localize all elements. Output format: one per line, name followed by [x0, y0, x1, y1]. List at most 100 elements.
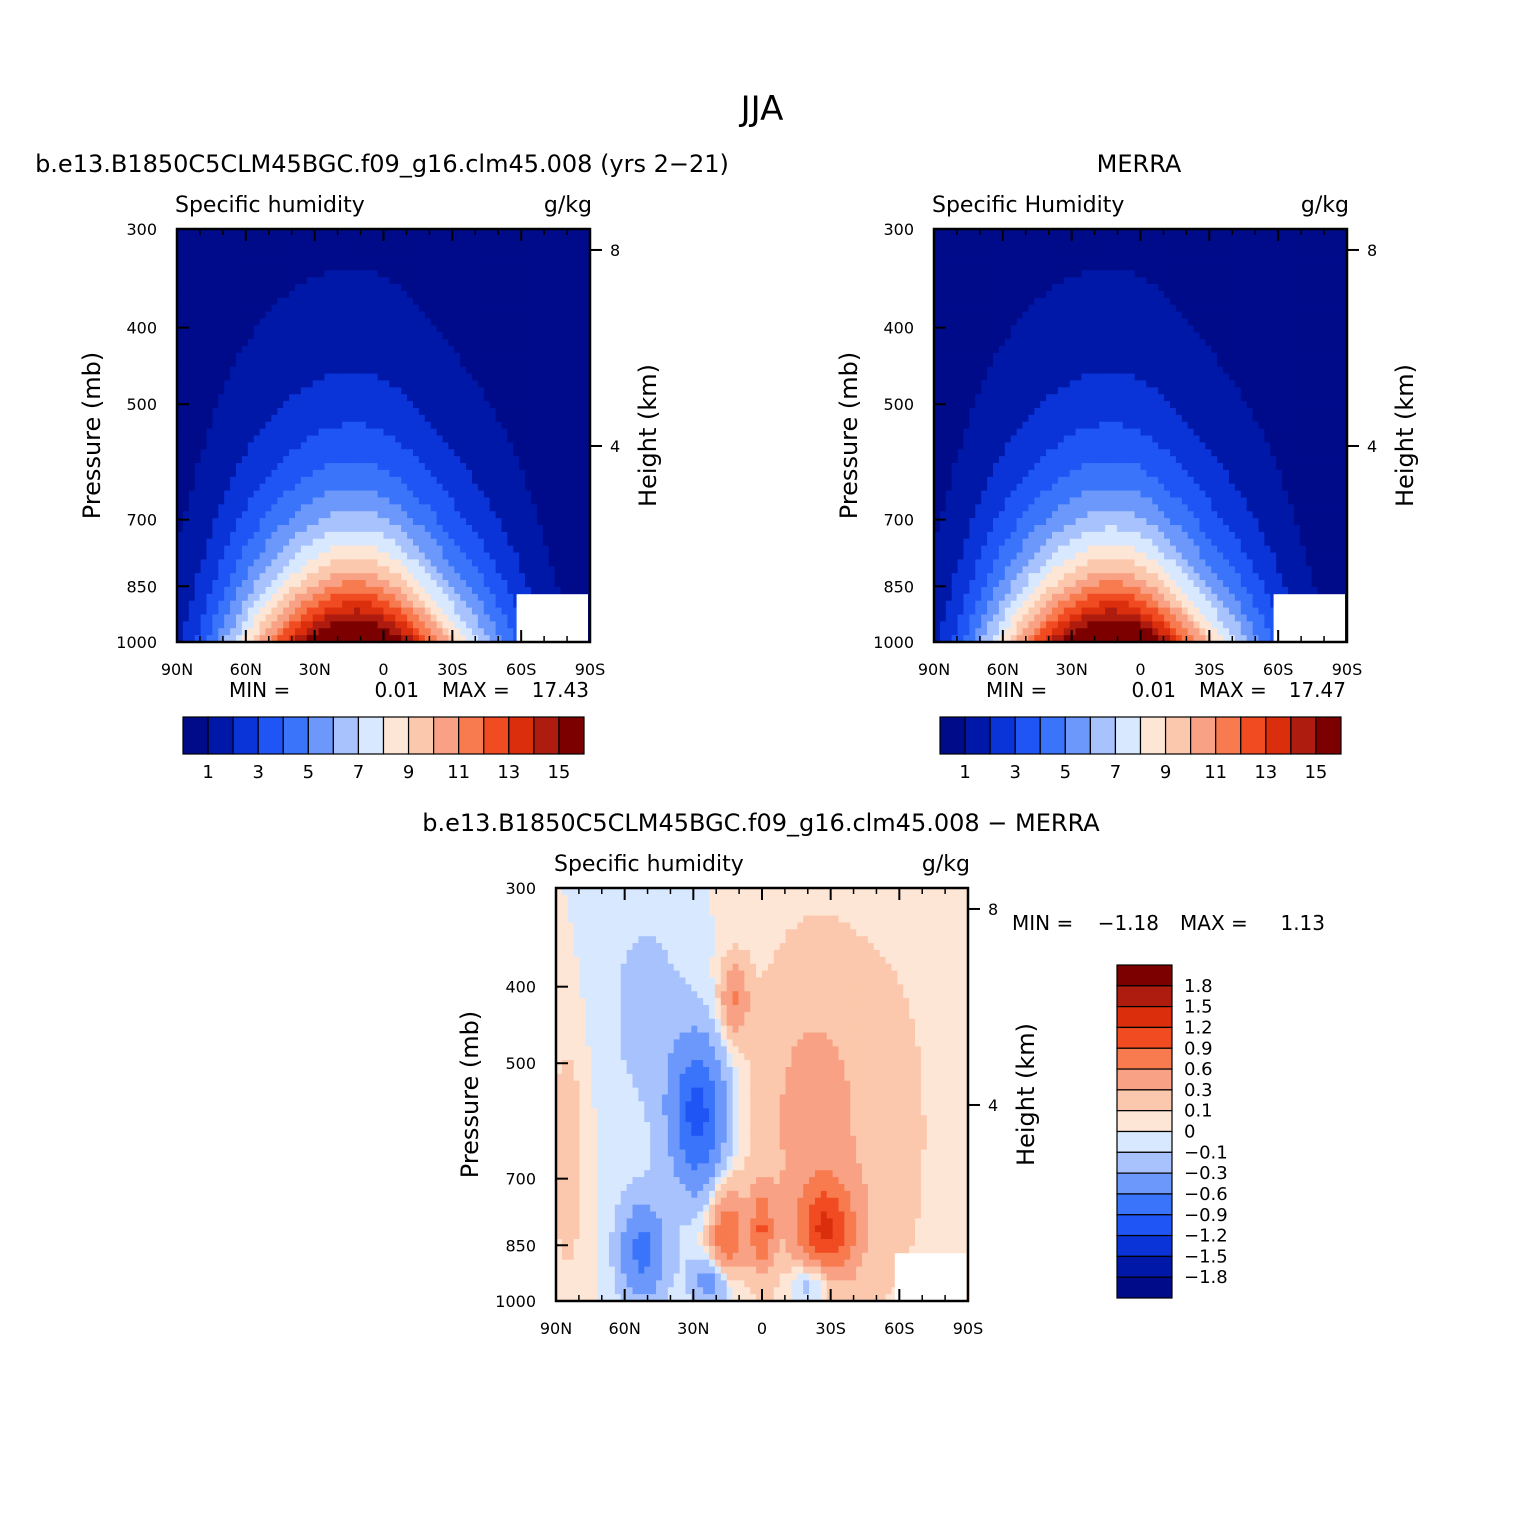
field-cell — [466, 552, 473, 560]
field-cell — [483, 628, 491, 636]
field-cell — [188, 304, 196, 313]
field-cell — [283, 249, 290, 258]
field-cell — [548, 297, 556, 306]
field-cell — [489, 545, 497, 554]
field-cell — [993, 628, 1000, 636]
field-cell — [531, 545, 538, 554]
field-cell — [542, 270, 550, 278]
field-cell — [987, 346, 994, 354]
field-cell — [277, 566, 284, 574]
field-cell — [957, 614, 965, 622]
field-cell — [324, 600, 331, 609]
field-cell — [483, 256, 491, 265]
field-cell — [418, 635, 426, 643]
field-cell — [312, 373, 320, 382]
field-cell — [477, 229, 485, 237]
x-tick-label: 90S — [575, 660, 606, 679]
y-tick-label: 300 — [126, 220, 157, 239]
field-cell — [963, 373, 970, 382]
field-cell — [454, 359, 461, 368]
field-cell — [951, 504, 959, 512]
colorbar-box — [332, 716, 360, 755]
field-cell — [188, 490, 196, 499]
field-cell — [578, 511, 585, 519]
field-cell — [354, 394, 361, 402]
field-cell — [963, 366, 970, 375]
field-cell — [289, 566, 296, 574]
field-cell — [436, 359, 444, 368]
field-cell — [424, 531, 432, 540]
field-cell — [407, 538, 414, 547]
field-cell — [389, 490, 396, 499]
field-cell — [265, 339, 272, 347]
field-cell — [477, 483, 485, 492]
field-cell — [194, 435, 202, 443]
field-cell — [957, 435, 965, 443]
field-cell — [472, 580, 479, 588]
field-cell — [194, 256, 202, 265]
field-cell — [987, 456, 994, 464]
field-cell — [342, 483, 349, 492]
field-cell — [495, 476, 503, 485]
field-cell — [489, 297, 497, 306]
field-cell — [483, 518, 491, 526]
field-cell — [194, 497, 202, 505]
field-cell — [993, 359, 1000, 368]
field-cell — [442, 325, 449, 333]
field-cell — [513, 593, 520, 602]
field-cell — [241, 607, 249, 616]
field-cell — [934, 339, 941, 347]
field-cell — [548, 263, 556, 271]
field-cell — [489, 621, 497, 629]
field-cell — [354, 463, 361, 471]
field-cell — [265, 263, 272, 271]
field-cell — [501, 483, 508, 492]
field-cell — [271, 297, 278, 306]
field-cell — [934, 531, 941, 540]
field-cell — [259, 421, 267, 430]
field-cell — [969, 304, 976, 313]
field-cell — [177, 373, 184, 382]
field-cell — [377, 414, 385, 423]
field-cell — [548, 332, 556, 340]
field-cell — [230, 490, 237, 499]
field-cell — [318, 566, 326, 574]
field-cell — [584, 256, 591, 265]
field-cell — [395, 580, 402, 588]
field-cell — [348, 297, 355, 306]
field-cell — [330, 497, 337, 505]
field-cell — [531, 442, 538, 450]
field-cell — [348, 490, 355, 499]
field-cell — [371, 263, 379, 271]
field-cell — [182, 297, 190, 306]
field-cell — [371, 497, 379, 505]
field-cell — [418, 407, 426, 416]
field-cell — [560, 504, 567, 512]
field-cell — [519, 442, 526, 450]
field-cell — [963, 242, 970, 251]
field-cell — [206, 380, 213, 388]
field-cell — [507, 394, 514, 402]
field-cell — [548, 428, 556, 437]
field-cell — [477, 352, 485, 361]
field-cell — [354, 545, 361, 554]
field-cell — [218, 359, 225, 368]
field-cell — [383, 414, 390, 423]
field-cell — [951, 476, 959, 485]
field-cell — [377, 621, 385, 629]
field-cell — [483, 566, 491, 574]
field-cell — [531, 428, 538, 437]
field-cell — [981, 352, 988, 361]
field-cell — [969, 449, 976, 457]
field-cell — [466, 407, 473, 416]
field-cell — [259, 325, 267, 333]
field-cell — [430, 428, 438, 437]
field-cell — [483, 270, 491, 278]
field-cell — [401, 407, 408, 416]
field-cell — [265, 387, 272, 395]
field-cell — [436, 504, 444, 512]
field-cell — [365, 442, 373, 450]
field-cell — [194, 352, 202, 361]
field-cell — [188, 284, 196, 292]
field-cell — [560, 524, 567, 533]
